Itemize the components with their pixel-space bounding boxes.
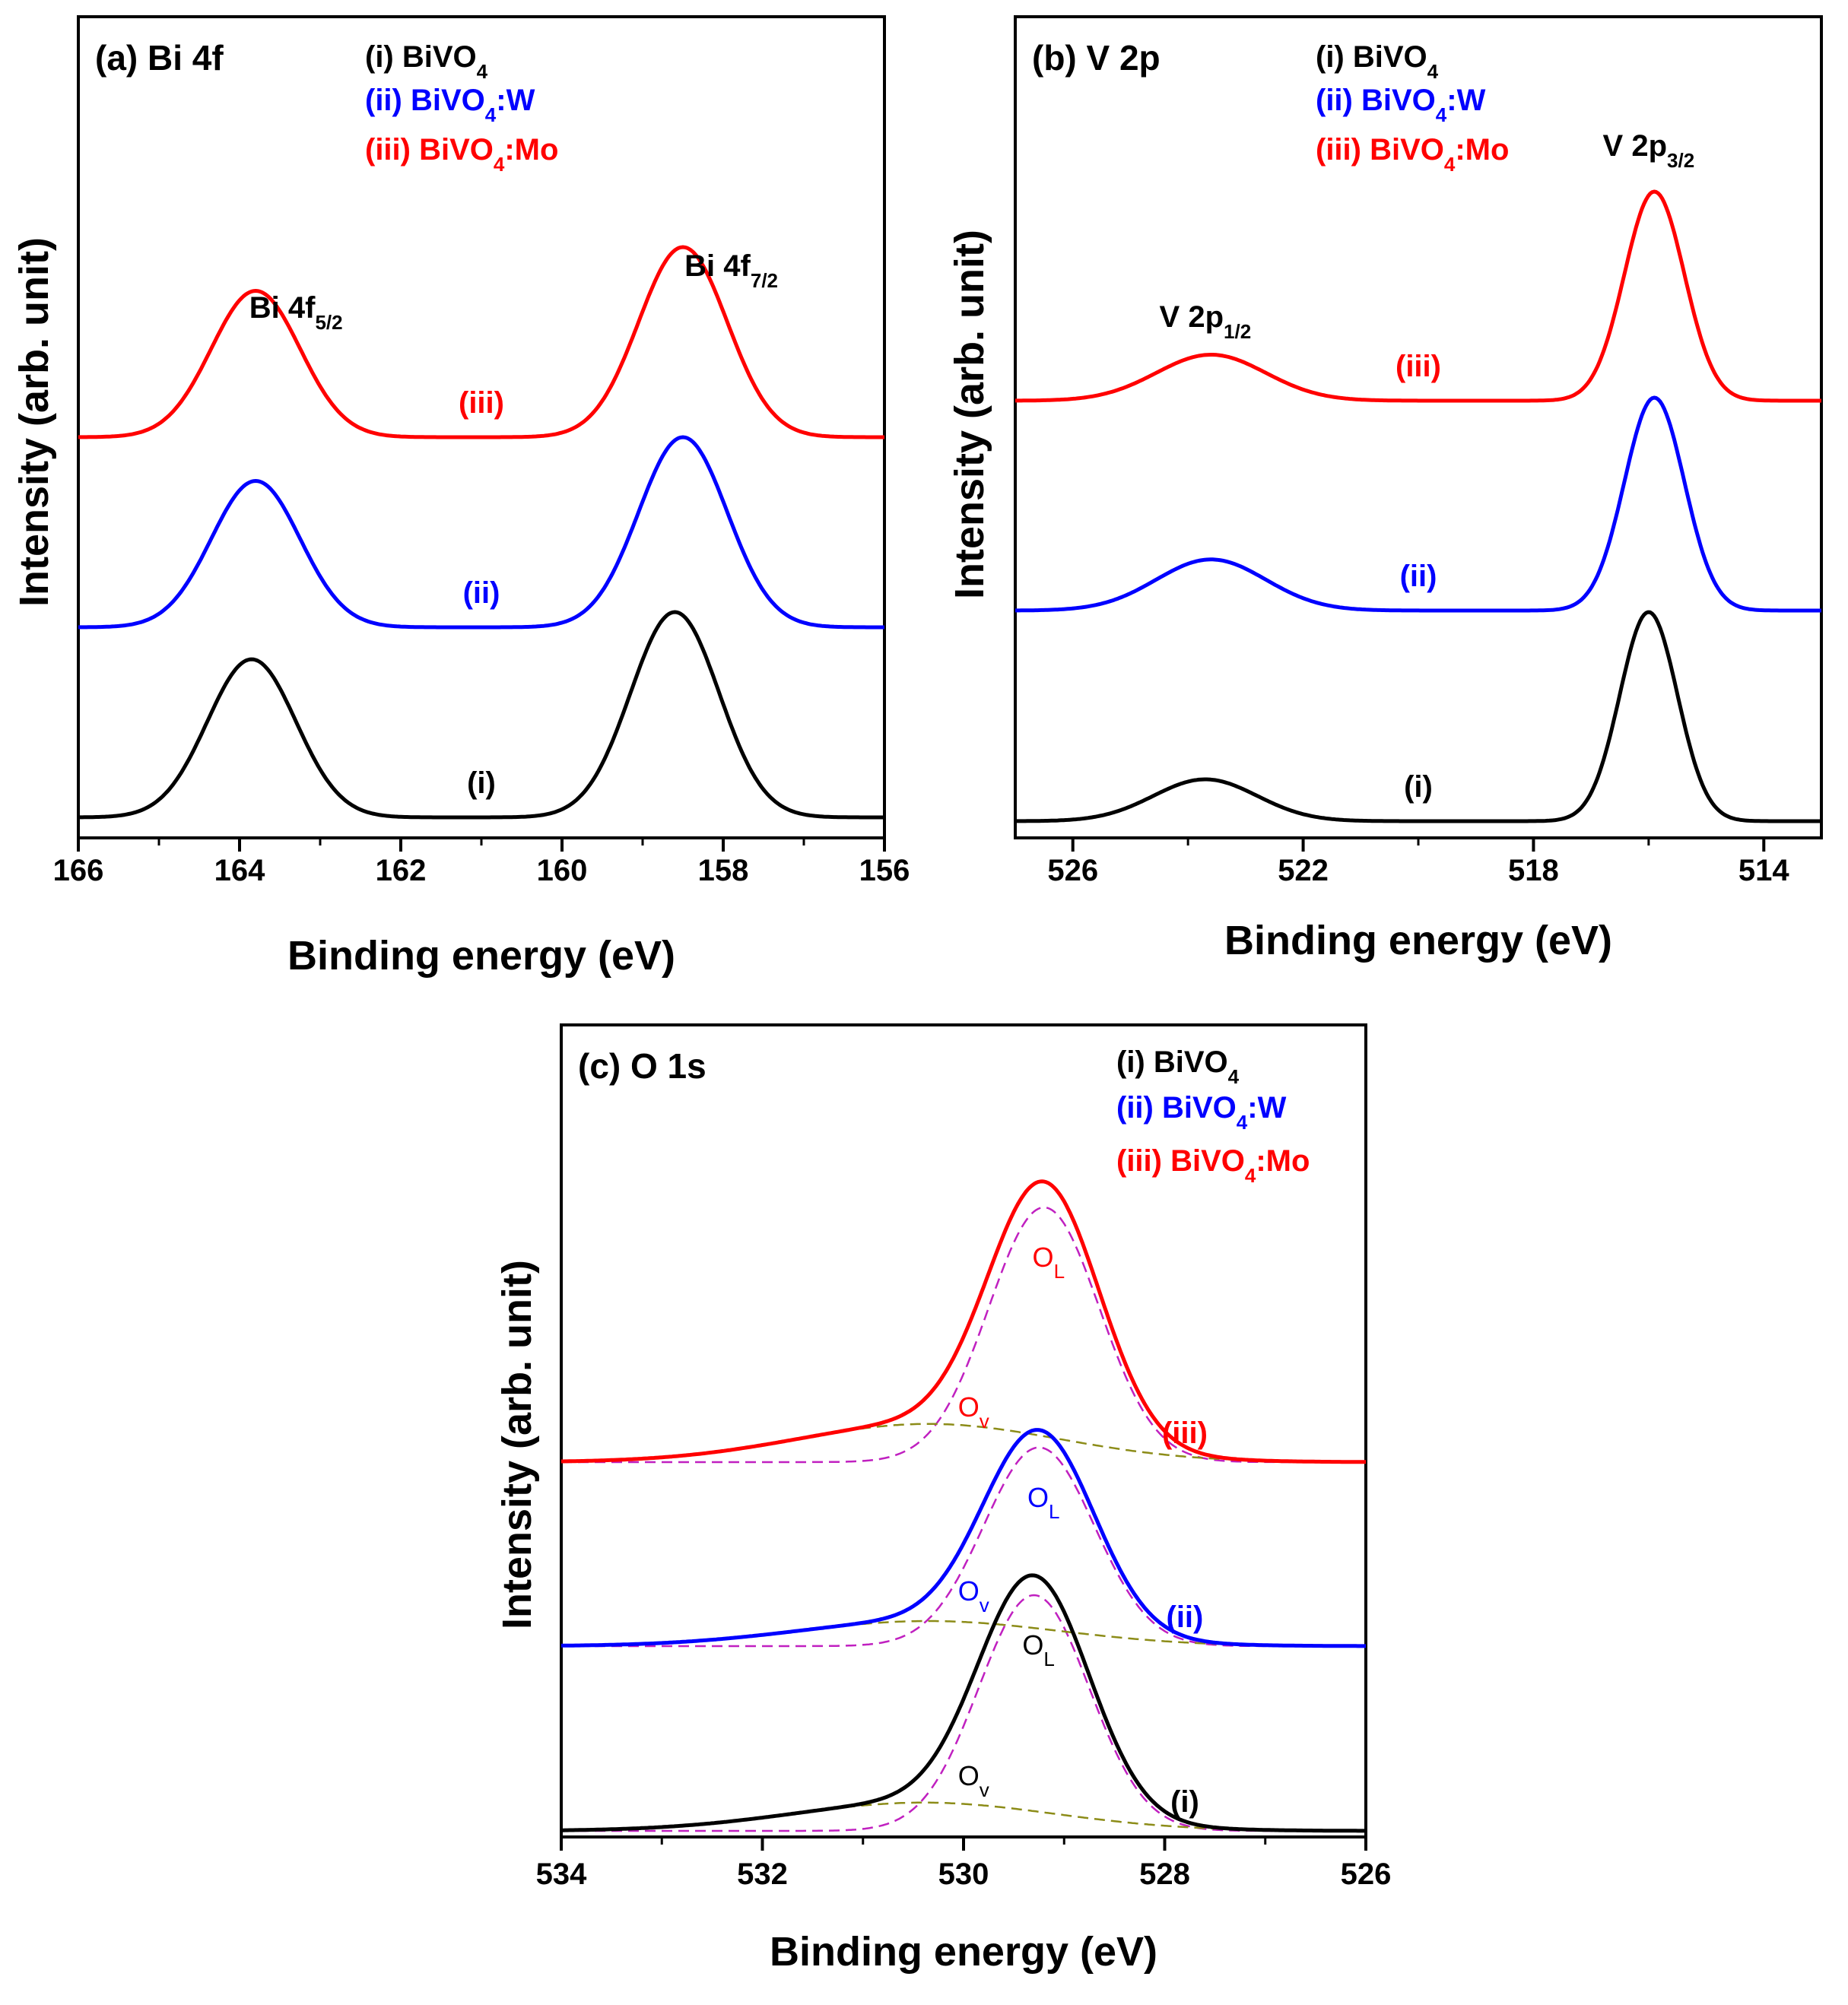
x-tick-label: 528 xyxy=(1139,1857,1190,1891)
lattice-oxygen-fit-1 xyxy=(561,1594,1366,1832)
panel-b-title: (b) V 2p xyxy=(1032,38,1161,78)
x-tick-label: 156 xyxy=(859,854,910,887)
panel-v-2p: 526 522 518 514 (b) V 2p (i) BiVO4(ii) BiVO… xyxy=(947,15,1823,963)
series-label-3: (iii) xyxy=(459,386,504,420)
legend-entry-2: (ii) BiVO4:W xyxy=(1116,1091,1287,1134)
ol-label-3: OL xyxy=(1033,1242,1065,1283)
legend-entry-1: (i) BiVO4 xyxy=(365,40,488,83)
x-tick-label: 160 xyxy=(537,854,588,887)
series-label-1: (i) xyxy=(467,766,496,800)
x-tick-label: 530 xyxy=(938,1857,989,1891)
legend-entry-2: (ii) BiVO4:W xyxy=(365,84,535,126)
panel-c-ylabel: Intensity (arb. unit) xyxy=(494,1260,540,1629)
x-tick-label: 526 xyxy=(1047,854,1098,887)
peak-label-2: Bi 4f7/2 xyxy=(684,249,778,292)
panel-b-ylabel: Intensity (arb. unit) xyxy=(947,230,992,599)
series-label-3: (iii) xyxy=(1162,1417,1208,1450)
ol-label-2: OL xyxy=(1027,1482,1059,1523)
x-tick-label: 532 xyxy=(737,1857,788,1891)
series-label-2: (ii) xyxy=(1167,1601,1204,1634)
spectrum-line-1 xyxy=(1015,610,1821,823)
x-tick-label: 518 xyxy=(1508,854,1559,887)
spectrum-line-2 xyxy=(78,435,884,630)
legend-entry-1: (i) BiVO4 xyxy=(1116,1045,1240,1088)
ov-label-2: Ov xyxy=(958,1575,989,1616)
series-label-3: (iii) xyxy=(1396,350,1441,383)
panel-a-ylabel: Intensity (arb. unit) xyxy=(11,237,57,607)
legend-entry-3: (iii) BiVO4:Mo xyxy=(1316,133,1509,176)
legend-entry-2: (ii) BiVO4:W xyxy=(1316,84,1486,126)
legend-entry-3: (iii) BiVO4:Mo xyxy=(365,133,558,176)
panel-a-title: (a) Bi 4f xyxy=(95,38,224,78)
panel-c-frame xyxy=(560,1023,1367,1838)
ol-label-1: OL xyxy=(1022,1629,1054,1670)
panel-o-1s: 534 532 530 528 526 (c) O 1s (i) BiVO4(ii) B… xyxy=(494,1023,1392,1975)
ov-label-3: Ov xyxy=(958,1391,989,1432)
legend-entry-3: (iii) BiVO4:Mo xyxy=(1116,1144,1310,1187)
peak-label-2: V 2p3/2 xyxy=(1603,129,1695,172)
series-label-1: (i) xyxy=(1170,1785,1199,1819)
panel-c-title: (c) O 1s xyxy=(578,1046,706,1086)
peak-label-1: V 2p1/2 xyxy=(1160,300,1252,343)
spectrum-line-3 xyxy=(561,1179,1366,1464)
lattice-oxygen-fit-3 xyxy=(561,1206,1366,1464)
x-tick-label: 522 xyxy=(1278,854,1329,887)
series-label-1: (i) xyxy=(1404,770,1433,804)
panel-bi-4f: 166 164 162 160 158 156 (a) Bi 4f (i) BiVO4(i… xyxy=(11,15,910,979)
x-tick-label: 162 xyxy=(376,854,427,887)
x-tick-label: 158 xyxy=(698,854,749,887)
x-tick-label: 164 xyxy=(214,854,265,887)
legend-entry-1: (i) BiVO4 xyxy=(1316,40,1439,83)
x-tick-label: 526 xyxy=(1341,1857,1392,1891)
panel-b-xlabel: Binding energy (eV) xyxy=(1224,918,1612,963)
spectrum-line-3 xyxy=(78,245,884,439)
x-tick-label: 514 xyxy=(1738,854,1789,887)
series-label-2: (ii) xyxy=(463,576,500,610)
series-label-2: (ii) xyxy=(1400,560,1437,593)
spectrum-line-2 xyxy=(560,1428,1366,1648)
peak-label-1: Bi 4f5/2 xyxy=(249,291,343,334)
spectrum-line-1 xyxy=(78,610,884,820)
x-tick-label: 166 xyxy=(53,854,104,887)
spectrum-line-1 xyxy=(561,1573,1366,1833)
x-tick-label: 534 xyxy=(536,1857,587,1891)
ov-label-1: Ov xyxy=(958,1760,989,1801)
panel-a-xlabel: Binding energy (eV) xyxy=(287,933,675,979)
panel-c-xlabel: Binding energy (eV) xyxy=(770,1929,1157,1975)
spectrum-line-2 xyxy=(1015,395,1821,613)
spectrum-line-3 xyxy=(1015,189,1821,403)
